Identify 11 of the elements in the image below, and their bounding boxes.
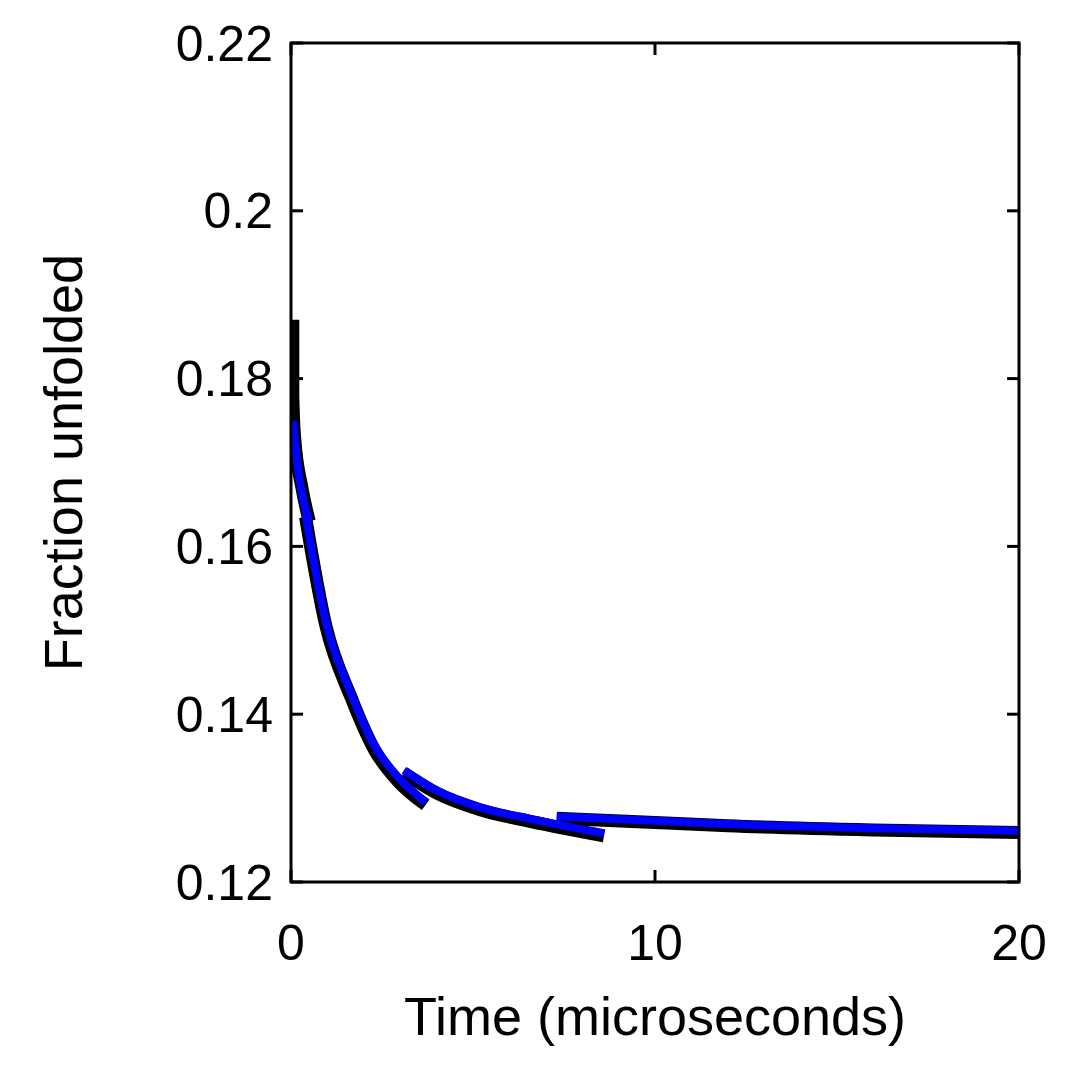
y-tick-label: 0.2	[203, 183, 273, 240]
x-tick-label: 10	[627, 915, 683, 971]
y-axis-title: Fraction unfolded	[33, 253, 93, 672]
y-tick-label: 0.22	[175, 15, 273, 72]
y-tick-label: 0.14	[175, 686, 273, 743]
y-tick-label: 0.16	[175, 518, 273, 575]
y-tick-label: 0.12	[175, 854, 273, 911]
x-tick-label: 20	[991, 915, 1047, 971]
x-axis-title: Time (microseconds)	[403, 986, 907, 1046]
x-tick-label: 0	[277, 915, 305, 971]
y-tick-label: 0.18	[175, 351, 273, 408]
